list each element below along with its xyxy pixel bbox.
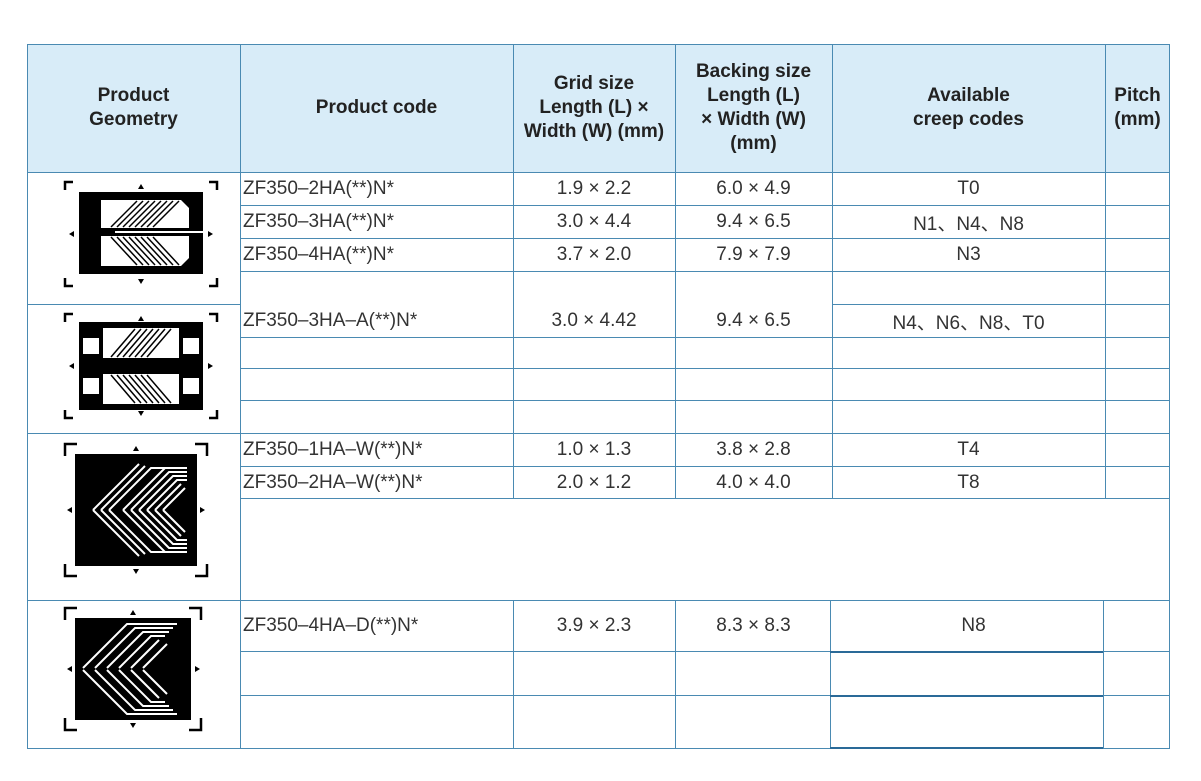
row-divider — [240, 651, 830, 652]
row-2-grid: 3.0 × 4.4 — [556, 211, 632, 232]
row-5-code: ZF350–1HA–W(**)N* — [243, 439, 423, 460]
row-divider — [830, 747, 1103, 749]
row-divider — [240, 400, 1170, 401]
row-5-grid: 1.0 × 1.3 — [556, 439, 632, 460]
row-1-code: ZF350–2HA(**)N* — [243, 178, 394, 199]
col-divider — [240, 44, 241, 749]
row-4-grid: 3.0 × 4.42 — [551, 310, 637, 331]
row-4-backing: 9.4 × 6.5 — [716, 310, 791, 331]
strain-gauge-chevron-dual-icon — [63, 606, 203, 732]
row-divider — [240, 271, 1170, 272]
product-table: Product Geometry Product code Grid size … — [27, 44, 1170, 749]
row-4-code: ZF350–3HA–A(**)N* — [243, 310, 418, 331]
row-2-code: ZF350–3HA(**)N* — [243, 211, 394, 232]
col-divider — [513, 172, 514, 498]
row-1-backing: 6.0 × 4.9 — [716, 178, 791, 199]
col-divider — [513, 600, 514, 749]
group-divider — [27, 304, 240, 305]
row-6-backing: 4.0 × 4.0 — [716, 472, 791, 493]
col-divider — [830, 600, 831, 749]
row-divider — [240, 466, 1170, 467]
row-1-creep: T0 — [957, 178, 980, 199]
header-creep-codes: Available creep codes — [832, 44, 1105, 172]
row-5-backing: 3.8 × 2.8 — [716, 439, 791, 460]
header-pitch: Pitch (mm) — [1105, 44, 1170, 172]
row-7-backing: 8.3 × 8.3 — [716, 615, 791, 636]
row-divider — [240, 238, 1170, 239]
row-7-creep: N8 — [961, 615, 986, 636]
row-5-creep: T4 — [957, 439, 980, 460]
row-2-backing: 9.4 × 6.5 — [716, 211, 791, 232]
row-divider — [27, 172, 1170, 173]
row-divider — [240, 498, 1170, 499]
row-7-code: ZF350–4HA–D(**)N* — [243, 615, 419, 636]
row-2-creep: N1、N4、N8 — [913, 213, 1024, 235]
header-backing-size: Backing size Length (L) × Width (W) (mm) — [675, 44, 832, 172]
row-divider — [1103, 651, 1170, 652]
row-divider — [832, 304, 1170, 305]
row-divider — [1103, 695, 1170, 696]
row-divider — [240, 205, 1170, 206]
col-divider — [1103, 600, 1104, 749]
header-grid-size: Grid size Length (L) × Width (W) (mm) — [513, 44, 675, 172]
col-divider — [513, 44, 514, 172]
row-3-grid: 3.7 × 2.0 — [556, 244, 632, 265]
strain-gauge-chevron-icon — [63, 442, 209, 578]
row-divider — [830, 695, 1103, 697]
strain-gauge-double-grid-tabbed-icon — [63, 312, 219, 420]
row-divider — [240, 368, 1170, 369]
group-divider — [27, 600, 1170, 601]
col-divider — [675, 600, 676, 749]
header-product-geometry: Product Geometry — [27, 44, 240, 172]
row-1-grid: 1.9 × 2.2 — [556, 178, 632, 199]
group-divider — [27, 433, 1170, 434]
row-3-creep: N3 — [956, 244, 981, 265]
row-3-backing: 7.9 × 7.9 — [716, 244, 791, 265]
strain-gauge-double-grid-icon — [63, 180, 219, 288]
row-6-creep: T8 — [957, 472, 980, 493]
row-3-code: ZF350–4HA(**)N* — [243, 244, 394, 265]
row-divider — [240, 695, 830, 696]
row-6-grid: 2.0 × 1.2 — [556, 472, 632, 493]
row-4-creep: N4、N6、N8、T0 — [892, 312, 1045, 334]
row-7-grid: 3.9 × 2.3 — [556, 615, 632, 636]
row-6-code: ZF350–2HA–W(**)N* — [243, 472, 423, 493]
row-divider — [240, 337, 1170, 338]
row-divider — [830, 651, 1103, 653]
table-border — [27, 44, 1170, 749]
header-product-code: Product code — [240, 44, 513, 172]
